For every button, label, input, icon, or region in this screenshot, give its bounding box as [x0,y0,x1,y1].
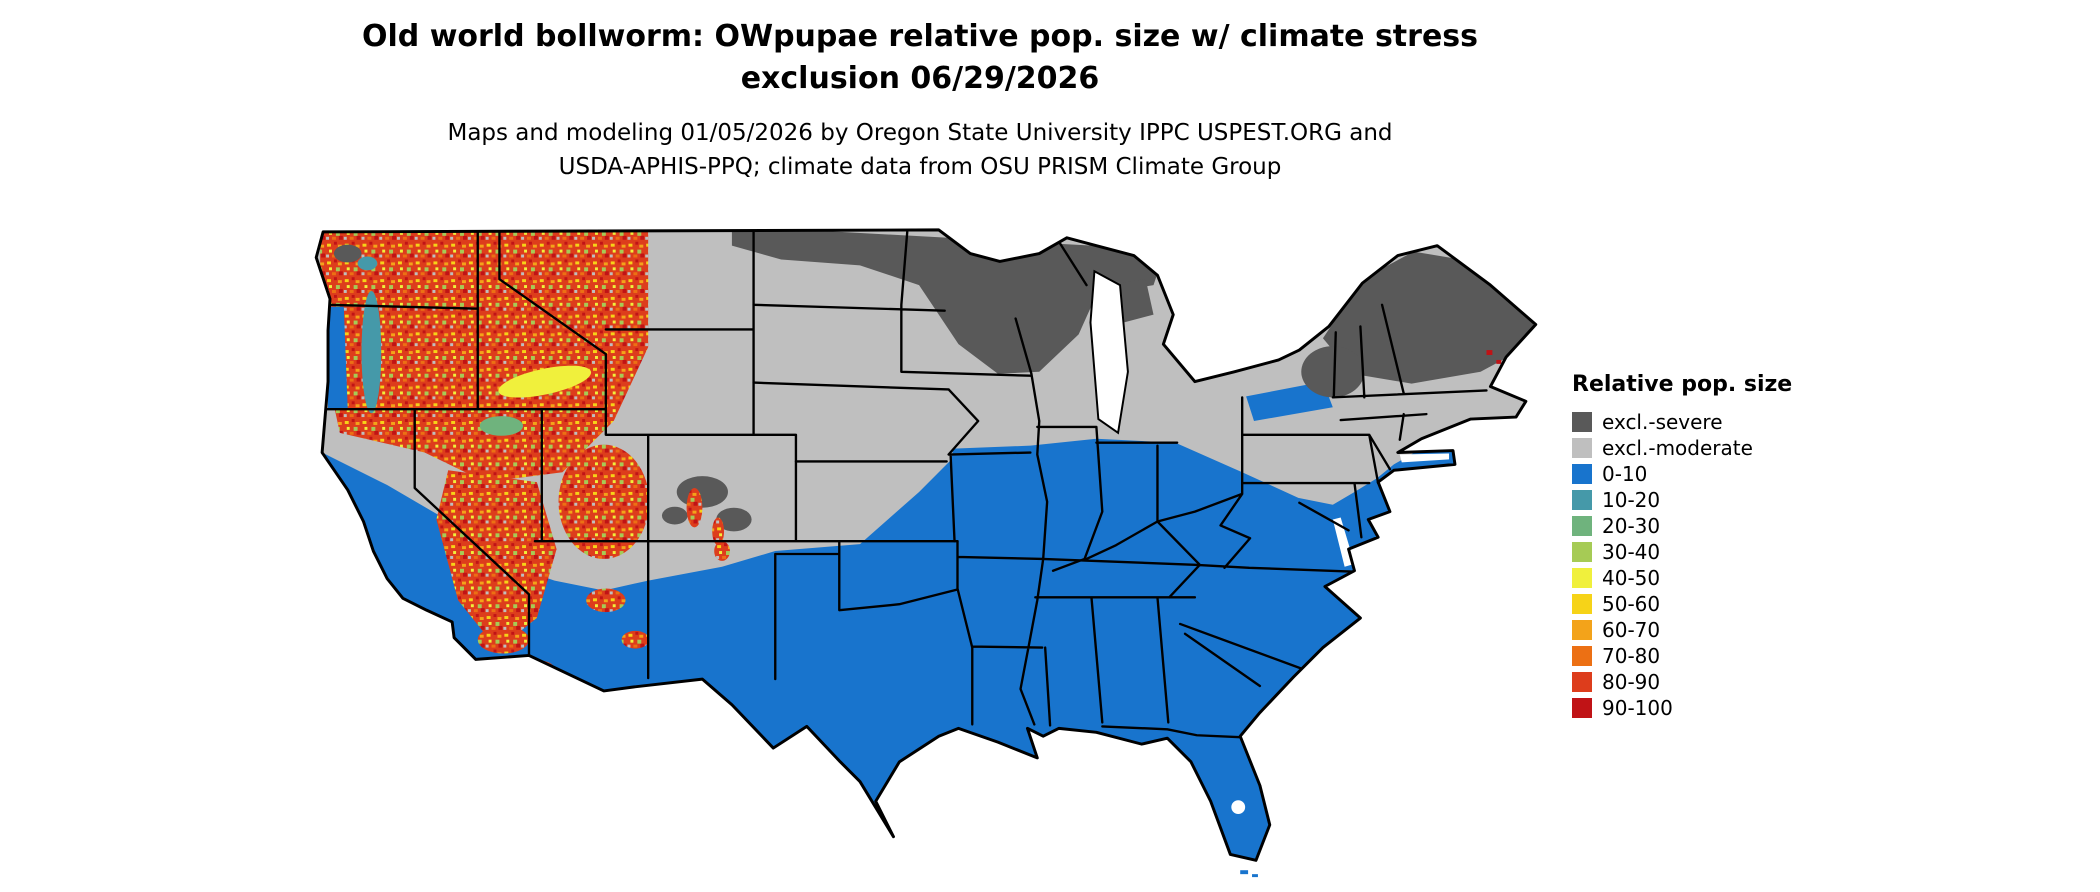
legend-item: 20-30 [1572,513,1792,539]
map-subtitle-line2: USDA-APHIS-PPQ; climate data from OSU PR… [558,154,1282,180]
legend-label: 30-40 [1602,540,1661,564]
legend-swatch [1572,516,1592,536]
legend-label: 70-80 [1602,644,1661,668]
legend-label: 40-50 [1602,566,1661,590]
legend-swatch [1572,438,1592,458]
map-region-lake-ontario-shore [1246,381,1333,422]
florida-keys [1240,870,1258,878]
map-subtitle-line1: Maps and modeling 01/05/2026 by Oregon S… [447,120,1393,146]
legend-item: 80-90 [1572,669,1792,695]
legend-label: excl.-moderate [1602,436,1753,460]
legend-swatch [1572,490,1592,510]
legend-item: 50-60 [1572,591,1792,617]
legend: Relative pop. size excl.-severe excl.-mo… [1572,372,1792,721]
legend-swatch [1572,698,1592,718]
legend-item: 30-40 [1572,539,1792,565]
legend-item: 90-100 [1572,695,1792,721]
legend-label: 10-20 [1602,488,1661,512]
long-island-sound [1399,453,1450,463]
title-block: Old world bollworm: OWpupae relative pop… [170,16,1670,184]
legend-swatch [1572,620,1592,640]
legend-item: 70-80 [1572,643,1792,669]
legend-swatch [1572,464,1592,484]
map-region-coastal-red-specks [1486,350,1502,364]
state-borders-east [1034,303,1488,739]
legend-swatch [1572,412,1592,432]
map-title: Old world bollworm: OWpupae relative pop… [170,16,1670,100]
legend-item: excl.-severe [1572,409,1792,435]
legend-label: 80-90 [1602,670,1661,694]
map-region-exclusion-severe [661,229,1536,532]
legend-swatch [1572,594,1592,614]
legend-swatch [1572,646,1592,666]
legend-swatch [1572,568,1592,588]
legend-item: 10-20 [1572,487,1792,513]
legend-label: 90-100 [1602,696,1673,720]
us-map-svg [314,228,1538,878]
legend-title: Relative pop. size [1572,372,1793,397]
legend-label: 20-30 [1602,514,1661,538]
us-map [303,224,1545,884]
map-title-line2: exclusion 06/29/2026 [740,61,1100,96]
state-borders-plains [752,230,1104,726]
map-region-high-population-west [320,229,730,679]
map-subtitle: Maps and modeling 01/05/2026 by Oregon S… [170,116,1670,184]
legend-label: excl.-severe [1602,410,1723,434]
legend-swatch [1572,672,1592,692]
legend-label: 0-10 [1602,462,1648,486]
legend-label: 50-60 [1602,592,1661,616]
legend-item: excl.-moderate [1572,435,1792,461]
legend-swatch [1572,542,1592,562]
legend-label: 60-70 [1602,618,1661,642]
legend-item: 0-10 [1572,461,1792,487]
legend-item: 40-50 [1572,565,1792,591]
lake-okeechobee [1231,800,1246,815]
map-title-line1: Old world bollworm: OWpupae relative pop… [361,19,1479,54]
state-borders-west [322,230,959,681]
us-outline [314,228,1538,862]
legend-item: 60-70 [1572,617,1792,643]
